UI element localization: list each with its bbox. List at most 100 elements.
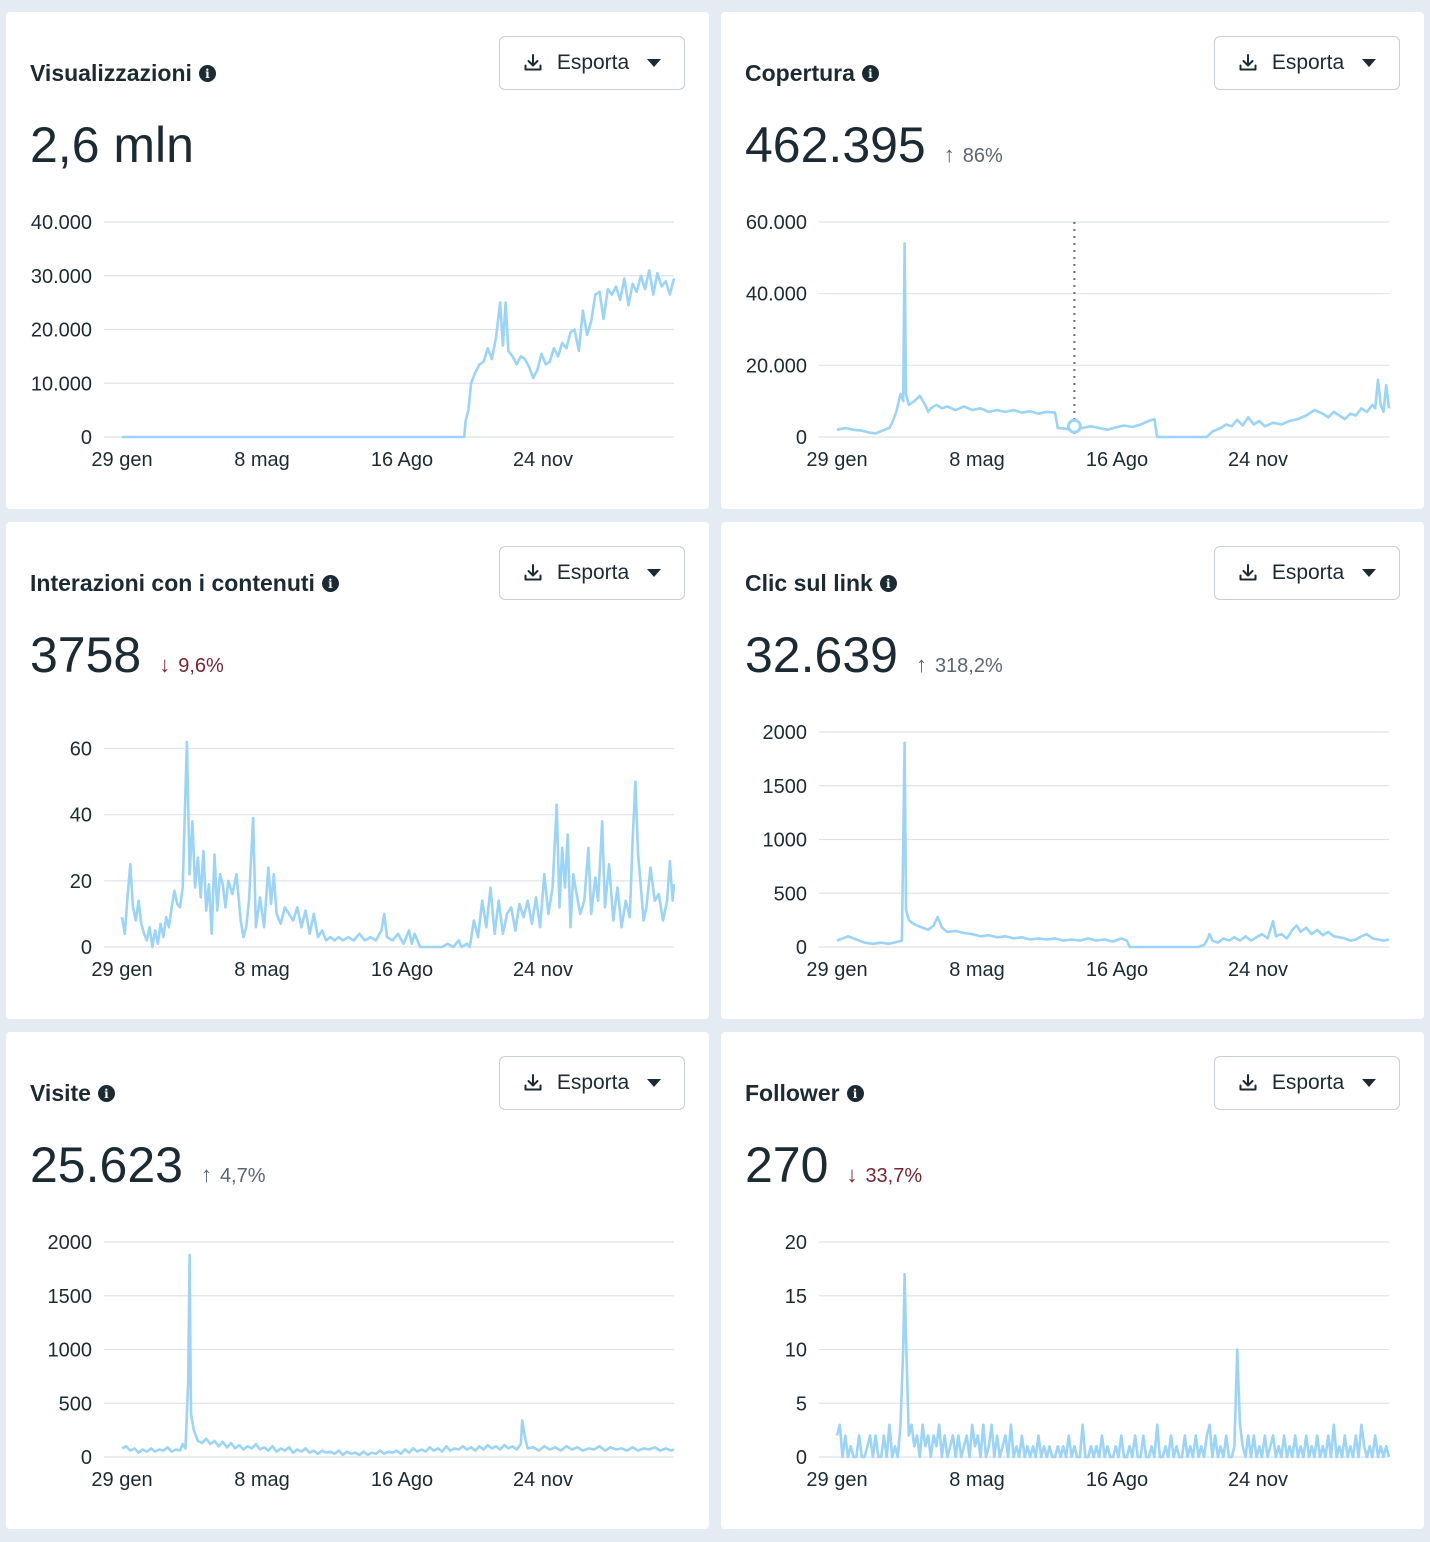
x-tick-label: 16 Ago bbox=[371, 1469, 433, 1491]
metric-change-text: 33,7% bbox=[865, 1165, 923, 1187]
y-tick-label: 0 bbox=[81, 937, 92, 959]
arrow-down-icon: ↓ bbox=[846, 1162, 858, 1187]
metric-card-reach: Copertura i Esporta 462.395 ↑ 86% 0 20.000 40.00… bbox=[721, 12, 1424, 509]
y-tick-label: 20 bbox=[70, 871, 92, 893]
line-chart: 0 500 1000 1500 2000 29 gen 8 mag 16 Ago 24 nov bbox=[763, 722, 1390, 981]
card-title-text: Visualizzazioni bbox=[30, 60, 192, 86]
export-button[interactable]: Esporta bbox=[499, 1056, 685, 1110]
line-chart: 0 500 1000 1500 2000 29 gen 8 mag 16 Ago 24 nov bbox=[48, 1232, 675, 1491]
metric-change: ↑ 86% bbox=[944, 142, 1003, 168]
metric-card-interactions: Interazioni con i contenuti i Esporta 3758 ↓… bbox=[6, 522, 709, 1019]
export-label: Esporta bbox=[1271, 51, 1345, 74]
metric-change-text: 4,7% bbox=[219, 1165, 266, 1187]
metric-change-text: 318,2% bbox=[934, 655, 1003, 677]
x-tick-label: 24 nov bbox=[1228, 1469, 1288, 1491]
y-tick-label: 40.000 bbox=[31, 212, 92, 234]
line-chart: 0 5 10 15 20 29 gen 8 mag 16 Ago 24 nov bbox=[785, 1232, 1391, 1491]
arrow-up-icon: ↑ bbox=[943, 142, 955, 167]
hover-point[interactable] bbox=[1066, 418, 1082, 434]
x-tick-label: 8 mag bbox=[949, 449, 1005, 471]
metric-card-link_clicks: Clic sul link i Esporta 32.639 ↑ 318,2% 0 500 10… bbox=[721, 522, 1424, 1019]
x-tick-label: 16 Ago bbox=[371, 959, 433, 981]
y-tick-label: 2000 bbox=[763, 722, 808, 744]
download-icon bbox=[524, 564, 542, 581]
y-tick-label: 20 bbox=[785, 1232, 807, 1254]
x-tick-label: 8 mag bbox=[234, 959, 290, 981]
card-title: Interazioni con i contenuti i bbox=[30, 570, 339, 597]
info-icon[interactable]: i bbox=[198, 65, 216, 82]
x-tick-label: 16 Ago bbox=[1086, 449, 1148, 471]
series-line bbox=[122, 269, 676, 439]
series-line bbox=[836, 741, 1390, 949]
caret-down-icon bbox=[647, 569, 662, 577]
line-chart: 0 10.000 20.000 30.000 40.000 29 gen 8 mag 16 A… bbox=[31, 212, 676, 471]
metric-value: 2,6 mln bbox=[30, 117, 194, 173]
x-tick-label: 29 gen bbox=[91, 449, 152, 471]
line-chart: 0 20.000 40.000 60.000 29 gen 8 mag 16 Ago 24 n… bbox=[746, 212, 1391, 471]
y-tick-label: 5 bbox=[796, 1393, 807, 1415]
metric-change-text: 9,6% bbox=[178, 655, 224, 677]
export-button[interactable]: Esporta bbox=[1214, 1056, 1400, 1110]
card-title: Follower i bbox=[745, 1080, 864, 1107]
export-button[interactable]: Esporta bbox=[499, 546, 685, 600]
y-tick-label: 1000 bbox=[48, 1340, 93, 1362]
x-tick-label: 29 gen bbox=[806, 959, 867, 981]
metric-change: ↓ 33,7% bbox=[846, 1162, 922, 1188]
download-icon bbox=[524, 1074, 542, 1091]
x-tick-label: 29 gen bbox=[91, 1469, 152, 1491]
y-tick-label: 40.000 bbox=[746, 284, 807, 306]
y-tick-label: 0 bbox=[796, 1447, 807, 1469]
info-icon[interactable]: i bbox=[879, 575, 897, 592]
card-title-text: Interazioni con i contenuti bbox=[30, 570, 315, 596]
metric-summary: 462.395 ↑ 86% bbox=[745, 116, 1003, 174]
card-title: Visualizzazioni i bbox=[30, 60, 216, 87]
y-tick-label: 60 bbox=[70, 739, 92, 761]
series-line bbox=[835, 1273, 1391, 1459]
export-label: Esporta bbox=[556, 51, 630, 74]
metric-summary: 270 ↓ 33,7% bbox=[745, 1136, 922, 1194]
y-tick-label: 0 bbox=[81, 1447, 92, 1469]
y-tick-label: 30.000 bbox=[31, 266, 92, 288]
export-button[interactable]: Esporta bbox=[1214, 36, 1400, 90]
metric-value: 3758 bbox=[30, 627, 142, 683]
x-tick-label: 8 mag bbox=[234, 449, 290, 471]
metric-card-views: Visualizzazioni i Esporta 2,6 mln 0 10.000 20.… bbox=[6, 12, 709, 509]
x-tick-label: 29 gen bbox=[91, 959, 152, 981]
info-icon[interactable]: i bbox=[861, 65, 879, 82]
metric-change-text: 86% bbox=[962, 145, 1003, 167]
info-icon[interactable]: i bbox=[97, 1085, 115, 1102]
y-tick-label: 10 bbox=[785, 1340, 807, 1362]
metric-summary: 32.639 ↑ 318,2% bbox=[745, 626, 1003, 684]
y-tick-label: 60.000 bbox=[746, 212, 807, 234]
metric-summary: 2,6 mln bbox=[30, 116, 194, 174]
x-tick-label: 16 Ago bbox=[371, 449, 433, 471]
download-icon bbox=[1239, 564, 1257, 581]
metric-change: ↑ 4,7% bbox=[201, 1162, 266, 1188]
y-tick-label: 20.000 bbox=[746, 355, 807, 377]
x-tick-label: 16 Ago bbox=[1086, 1469, 1148, 1491]
export-button[interactable]: Esporta bbox=[499, 36, 685, 90]
metric-value: 32.639 bbox=[745, 627, 898, 683]
x-tick-label: 24 nov bbox=[1228, 959, 1288, 981]
card-title: Visite i bbox=[30, 1080, 115, 1107]
download-icon bbox=[1239, 54, 1257, 71]
info-icon[interactable]: i bbox=[321, 575, 339, 592]
x-tick-label: 24 nov bbox=[513, 1469, 573, 1491]
metric-change: ↓ 9,6% bbox=[159, 652, 224, 678]
y-tick-label: 1500 bbox=[48, 1286, 93, 1308]
download-icon bbox=[524, 54, 542, 71]
series-line bbox=[836, 242, 1391, 439]
x-tick-label: 29 gen bbox=[806, 1469, 867, 1491]
x-tick-label: 29 gen bbox=[806, 449, 867, 471]
info-icon[interactable]: i bbox=[846, 1085, 864, 1102]
metric-card-followers: Follower i Esporta 270 ↓ 33,7% 0 5 10 15 20 29 gen 8… bbox=[721, 1032, 1424, 1529]
arrow-up-icon: ↑ bbox=[915, 652, 927, 677]
y-tick-label: 40 bbox=[70, 805, 92, 827]
card-title-text: Clic sul link bbox=[745, 570, 873, 596]
metric-summary: 3758 ↓ 9,6% bbox=[30, 626, 224, 684]
export-button[interactable]: Esporta bbox=[1214, 546, 1400, 600]
y-tick-label: 0 bbox=[81, 427, 92, 449]
series-line bbox=[120, 740, 676, 949]
export-label: Esporta bbox=[1271, 1071, 1345, 1094]
y-tick-label: 10.000 bbox=[31, 373, 92, 395]
